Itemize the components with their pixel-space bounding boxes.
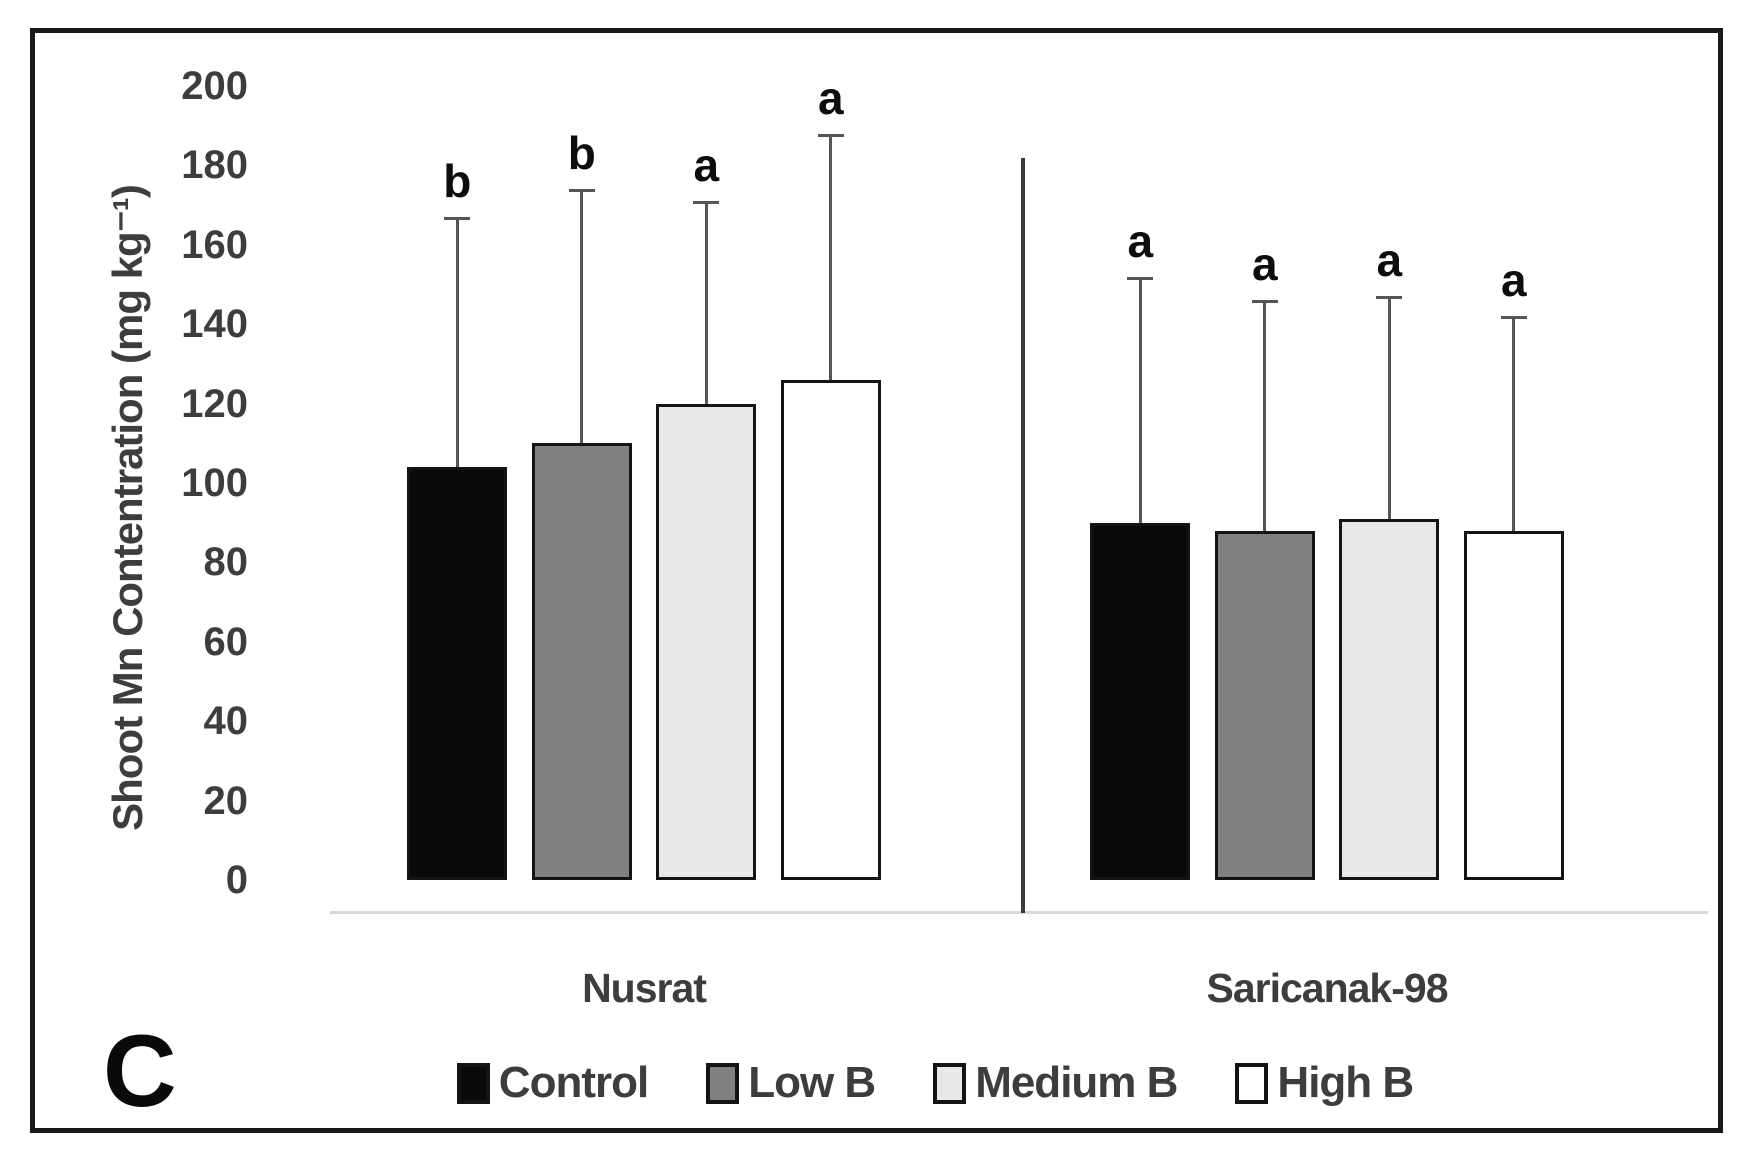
error-bar-cap-Saricanak-98-High B [1500, 316, 1527, 320]
error-bar-cap-Nusrat-Medium B [693, 201, 720, 205]
bar-Nusrat-High B [780, 379, 881, 880]
y-tick-label-20: 20 [203, 778, 249, 823]
error-bar-Nusrat-High B [829, 133, 833, 380]
legend-item-Medium B: Medium B [933, 1058, 1178, 1108]
sig-letter-Nusrat-Medium B: a [693, 139, 720, 192]
y-tick-label-140: 140 [181, 302, 248, 347]
legend-item-High B: High B [1235, 1058, 1414, 1108]
x-axis-baseline [330, 911, 1708, 914]
y-tick-label-60: 60 [203, 619, 249, 664]
y-tick-label-180: 180 [181, 143, 248, 188]
sig-letter-Saricanak-98-Control: a [1127, 214, 1154, 267]
x-category-label-Nusrat: Nusrat [582, 965, 707, 1011]
y-tick-label-120: 120 [181, 381, 248, 426]
y-tick-label-0: 0 [225, 858, 248, 902]
legend-item-Control: Control [456, 1058, 649, 1108]
legend-label-Low B: Low B [748, 1058, 876, 1107]
sig-letter-Nusrat-Low B: b [567, 127, 596, 180]
legend-swatch-Medium B [933, 1062, 967, 1104]
y-tick-label-100: 100 [181, 461, 248, 505]
legend-label-Control: Control [498, 1058, 649, 1107]
legend-label-High B: High B [1277, 1058, 1414, 1107]
legend-label-Medium B: Medium B [975, 1058, 1178, 1107]
error-bar-Saricanak-98-Medium B [1387, 296, 1391, 519]
sig-letter-Saricanak-98-Medium B: a [1376, 234, 1403, 287]
error-bar-cap-Saricanak-98-Control [1127, 276, 1154, 280]
y-tick-label-80: 80 [203, 540, 249, 585]
error-bar-cap-Nusrat-High B [817, 133, 844, 137]
bar-Saricanak-98-High B [1463, 530, 1564, 880]
legend-item-Low B: Low B [706, 1058, 876, 1108]
error-bar-Nusrat-Low B [580, 189, 584, 444]
legend-swatch-High B [1235, 1062, 1269, 1104]
bar-Saricanak-98-Medium B [1339, 518, 1440, 880]
bar-Nusrat-Control [407, 467, 508, 880]
sig-letter-Nusrat-Control: b [443, 155, 472, 207]
bar-Nusrat-Low B [531, 443, 632, 880]
bar-Nusrat-Medium B [656, 403, 757, 880]
error-bar-Saricanak-98-Low B [1263, 300, 1267, 531]
panel-label: C [103, 1014, 177, 1128]
error-bar-Nusrat-Control [455, 217, 459, 468]
sig-letter-Nusrat-High B: a [817, 71, 844, 124]
y-tick-label-40: 40 [203, 699, 249, 744]
y-tick-label-200: 200 [181, 64, 248, 108]
legend-swatch-Low B [706, 1062, 740, 1104]
legend-swatch-Control [456, 1062, 490, 1104]
sig-letter-Saricanak-98-Low B: a [1251, 238, 1278, 291]
legend: Control Low B Medium B High B [115, 1058, 1751, 1108]
bar-Saricanak-98-Control [1090, 522, 1191, 880]
sig-letter-Saricanak-98-High B: a [1500, 254, 1527, 307]
error-bar-cap-Saricanak-98-Medium B [1376, 296, 1403, 300]
chart-border-frame: Shoot Mn Contentration (mg kg⁻¹) 0 20 40 60… [30, 28, 1723, 1133]
y-tick-label-160: 160 [181, 222, 248, 267]
error-bar-Saricanak-98-High B [1512, 316, 1516, 531]
bar-Saricanak-98-Low B [1214, 530, 1315, 880]
group-divider-line [1021, 158, 1025, 913]
error-bar-cap-Nusrat-Low B [568, 189, 595, 193]
x-category-label-Saricanak-98: Saricanak-98 [1206, 965, 1448, 1011]
error-bar-cap-Saricanak-98-Low B [1251, 300, 1278, 304]
error-bar-Saricanak-98-Control [1138, 276, 1142, 523]
error-bar-cap-Nusrat-Control [444, 217, 471, 220]
error-bar-Nusrat-Medium B [704, 201, 708, 404]
